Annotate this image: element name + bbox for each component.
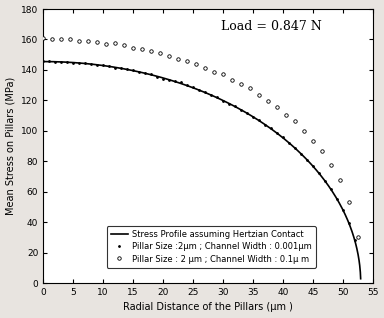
Pillar Size : 2 μm ; Channel Width : 0.1μ m: (9, 159): 2 μm ; Channel Width : 0.1μ m: (9, 159) (95, 40, 99, 44)
Pillar Size : 2 μm ; Channel Width : 0.1μ m: (39, 116): 2 μm ; Channel Width : 0.1μ m: (39, 116) (275, 105, 279, 109)
Stress Profile assuming Hertzian Contact (358, 277, 363, 280)
Stress Profile assuming Hertzian Contact (288, 142, 293, 146)
Stress Profile assuming Hertzian Contact (181, 82, 185, 86)
Pillar Size : 2 μm ; Channel Width : 0.1μ m: (42, 106): 2 μm ; Channel Width : 0.1μ m: (42, 106) (293, 119, 297, 123)
Pillar Size : 2 μm ; Channel Width : 0.1μ m: (12, 157): 2 μm ; Channel Width : 0.1μ m: (12, 157) (113, 42, 118, 45)
Pillar Size :2μm ; Channel Width : 0.001μm: (30, 120): 0.001μm: (30, 120) (221, 99, 225, 102)
Pillar Size : 2 μm ; Channel Width : 0.1μ m: (1.5, 160): 2 μm ; Channel Width : 0.1μ m: (1.5, 160… (50, 37, 55, 41)
Pillar Size : 2 μm ; Channel Width : 0.1μ m: (25.5, 144): 2 μm ; Channel Width : 0.1μ m: (25.5, 14… (194, 62, 198, 66)
Pillar Size : 2 μm ; Channel Width : 0.1μ m: (22.5, 147): 2 μm ; Channel Width : 0.1μ m: (22.5, 14… (176, 57, 180, 61)
Pillar Size :2μm ; Channel Width : 0.001μm: (46, 72.2): 0.001μm: (46, 72.2) (316, 171, 321, 175)
Pillar Size :2μm ; Channel Width : 0.001μm: (33, 114): 0.001μm: (33, 114) (238, 108, 243, 112)
Pillar Size : 2 μm ; Channel Width : 0.1μ m: (4.5, 160): 2 μm ; Channel Width : 0.1μ m: (4.5, 160… (68, 37, 73, 41)
Pillar Size : 2 μm ; Channel Width : 0.1μ m: (48, 77.4): 2 μm ; Channel Width : 0.1μ m: (48, 77.4… (328, 163, 333, 167)
Pillar Size : 2 μm ; Channel Width : 0.1μ m: (43.5, 100): 2 μm ; Channel Width : 0.1μ m: (43.5, 10… (301, 129, 306, 133)
Pillar Size : 2 μm ; Channel Width : 0.1μ m: (46.5, 87): 2 μm ; Channel Width : 0.1μ m: (46.5, 87… (319, 149, 324, 152)
Pillar Size : 2 μm ; Channel Width : 0.1μ m: (18, 153): 2 μm ; Channel Width : 0.1μ m: (18, 153) (149, 49, 153, 52)
Pillar Size : 2 μm ; Channel Width : 0.1μ m: (6, 159): 2 μm ; Channel Width : 0.1μ m: (6, 159) (77, 38, 81, 42)
Line: Pillar Size :2μm ; Channel Width : 0.001μm: Pillar Size :2μm ; Channel Width : 0.001… (42, 59, 356, 242)
Pillar Size : 2 μm ; Channel Width : 0.1μ m: (49.5, 67.8): 2 μm ; Channel Width : 0.1μ m: (49.5, 67… (338, 178, 342, 182)
Pillar Size : 2 μm ; Channel Width : 0.1μ m: (33, 130): 2 μm ; Channel Width : 0.1μ m: (33, 130) (238, 83, 243, 86)
X-axis label: Radial Distance of the Pillars (μm ): Radial Distance of the Pillars (μm ) (123, 302, 293, 313)
Pillar Size : 2 μm ; Channel Width : 0.1μ m: (10.5, 157): 2 μm ; Channel Width : 0.1μ m: (10.5, 15… (104, 42, 108, 46)
Pillar Size : 2 μm ; Channel Width : 0.1μ m: (40.5, 110): 2 μm ; Channel Width : 0.1μ m: (40.5, 11… (283, 114, 288, 117)
Pillar Size : 2 μm ; Channel Width : 0.1μ m: (24, 146): 2 μm ; Channel Width : 0.1μ m: (24, 146) (185, 59, 189, 63)
Pillar Size : 2 μm ; Channel Width : 0.1μ m: (27, 142): 2 μm ; Channel Width : 0.1μ m: (27, 142) (203, 66, 207, 69)
Pillar Size : 2 μm ; Channel Width : 0.1μ m: (31.5, 134): 2 μm ; Channel Width : 0.1μ m: (31.5, 13… (230, 78, 234, 81)
Pillar Size : 2 μm ; Channel Width : 0.1μ m: (30, 137): 2 μm ; Channel Width : 0.1μ m: (30, 137) (221, 73, 225, 76)
Pillar Size : 2 μm ; Channel Width : 0.1μ m: (36, 124): 2 μm ; Channel Width : 0.1μ m: (36, 124) (257, 93, 261, 97)
Line: Pillar Size : 2 μm ; Channel Width : 0.1μ m: Pillar Size : 2 μm ; Channel Width : 0.1… (41, 36, 359, 239)
Pillar Size : 2 μm ; Channel Width : 0.1μ m: (28.5, 138): 2 μm ; Channel Width : 0.1μ m: (28.5, 13… (212, 70, 216, 74)
Pillar Size : 2 μm ; Channel Width : 0.1μ m: (21, 149): 2 μm ; Channel Width : 0.1μ m: (21, 149) (167, 54, 171, 58)
Pillar Size : 2 μm ; Channel Width : 0.1μ m: (13.5, 156): 2 μm ; Channel Width : 0.1μ m: (13.5, 15… (122, 43, 126, 47)
Line: Stress Profile assuming Hertzian Contact: Stress Profile assuming Hertzian Contact (43, 62, 361, 279)
Pillar Size : 2 μm ; Channel Width : 0.1μ m: (15, 155): 2 μm ; Channel Width : 0.1μ m: (15, 155) (131, 45, 136, 49)
Pillar Size : 2 μm ; Channel Width : 0.1μ m: (7.5, 159): 2 μm ; Channel Width : 0.1μ m: (7.5, 159… (86, 39, 91, 43)
Pillar Size :2μm ; Channel Width : 0.001μm: (40, 95.7): 0.001μm: (40, 95.7) (281, 135, 285, 139)
Stress Profile assuming Hertzian Contact (259, 120, 263, 124)
Pillar Size : 2 μm ; Channel Width : 0.1μ m: (3, 160): 2 μm ; Channel Width : 0.1μ m: (3, 160) (59, 37, 63, 41)
Y-axis label: Mean Stress on Pillars (MPa): Mean Stress on Pillars (MPa) (5, 77, 16, 215)
Pillar Size : 2 μm ; Channel Width : 0.1μ m: (37.5, 119): 2 μm ; Channel Width : 0.1μ m: (37.5, 11… (266, 100, 270, 103)
Pillar Size : 2 μm ; Channel Width : 0.1μ m: (19.5, 151): 2 μm ; Channel Width : 0.1μ m: (19.5, 15… (158, 52, 162, 55)
Pillar Size : 2 μm ; Channel Width : 0.1μ m: (34.5, 128): 2 μm ; Channel Width : 0.1μ m: (34.5, 12… (248, 86, 252, 90)
Text: Load = 0.847 N: Load = 0.847 N (221, 20, 322, 33)
Pillar Size : 2 μm ; Channel Width : 0.1μ m: (45, 93.6): 2 μm ; Channel Width : 0.1μ m: (45, 93.6… (311, 139, 315, 142)
Pillar Size :2μm ; Channel Width : 0.001μm: (14, 140): 0.001μm: (14, 140) (125, 67, 129, 71)
Stress Profile assuming Hertzian Contact (294, 148, 299, 151)
Pillar Size : 2 μm ; Channel Width : 0.1μ m: (0, 161): 2 μm ; Channel Width : 0.1μ m: (0, 161) (41, 36, 46, 40)
Pillar Size :2μm ; Channel Width : 0.001μm: (31, 118): 0.001μm: (31, 118) (227, 102, 231, 106)
Legend: Stress Profile assuming Hertzian Contact, Pillar Size :2μm ; Channel Width : 0.0: Stress Profile assuming Hertzian Contact… (107, 226, 316, 268)
Stress Profile assuming Hertzian Contact (169, 79, 174, 82)
Pillar Size :2μm ; Channel Width : 0.001μm: (0, 146): 0.001μm: (0, 146) (41, 59, 46, 63)
Pillar Size : 2 μm ; Channel Width : 0.1μ m: (52.5, 30): 2 μm ; Channel Width : 0.1μ m: (52.5, 30… (356, 236, 360, 239)
Pillar Size : 2 μm ; Channel Width : 0.1μ m: (16.5, 154): 2 μm ; Channel Width : 0.1μ m: (16.5, 15… (140, 47, 144, 51)
Stress Profile assuming Hertzian Contact (73, 61, 78, 65)
Stress Profile assuming Hertzian Contact (41, 60, 46, 64)
Pillar Size : 2 μm ; Channel Width : 0.1μ m: (51, 53): 2 μm ; Channel Width : 0.1μ m: (51, 53) (346, 201, 351, 204)
Pillar Size :2μm ; Channel Width : 0.001μm: (52, 28): 0.001μm: (52, 28) (353, 238, 357, 242)
